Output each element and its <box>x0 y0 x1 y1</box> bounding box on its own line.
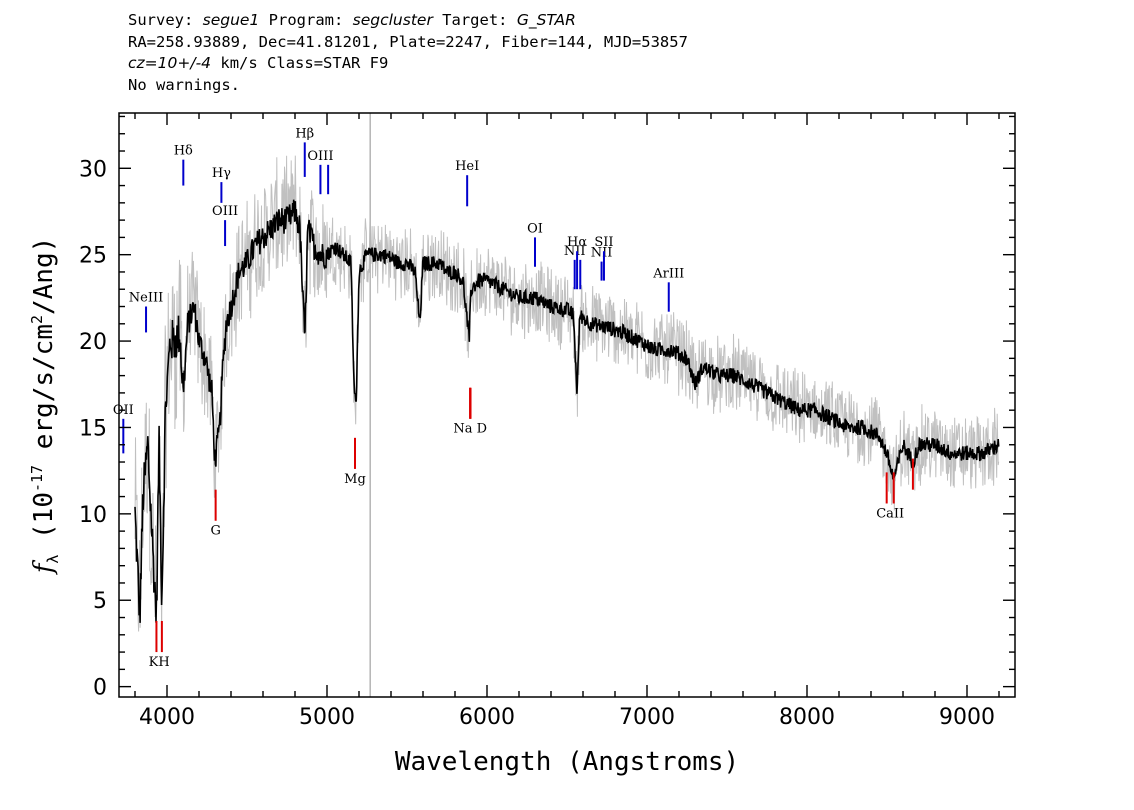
target-value: G_STAR <box>516 11 576 29</box>
emission-line-label: Hδ <box>174 144 193 159</box>
emission-line-label: OIII <box>212 204 238 219</box>
y-tick-label: 5 <box>93 589 107 614</box>
x-tick-label: 4000 <box>139 705 195 730</box>
emission-line-label: OIII <box>307 149 333 164</box>
absorption-line-label: Mg <box>344 472 366 487</box>
y-tick-label: 10 <box>79 503 107 528</box>
spectral-line-markers: OIINeIIIHδHγOIIIHβOIIIHeIOINIIHαNIISIIAr… <box>113 126 914 670</box>
survey-label: Survey: <box>128 11 203 29</box>
y-axis-label-end: /Ang) <box>29 237 59 315</box>
spectrum-header: Survey: segue1 Program: segcluster Targe… <box>128 10 688 96</box>
axis-ticks: 4000 5000 6000 7000 8000 9000 0 5 10 15 20 25 30 <box>79 113 1015 730</box>
absorption-line-label: CaII <box>876 506 904 521</box>
emission-line-label: Hα <box>567 235 587 250</box>
emission-line-label: ArIII <box>652 266 684 281</box>
noise-band <box>134 155 1000 648</box>
absorption-line-label: Na D <box>453 422 487 437</box>
x-tick-label: 7000 <box>619 705 675 730</box>
y-axis-label-sub: λ <box>44 555 62 564</box>
x-tick-label: 9000 <box>939 705 995 730</box>
flux-series <box>134 199 1000 623</box>
header-line-warnings: No warnings. <box>128 75 240 94</box>
emission-line-label: OI <box>527 221 543 236</box>
absorption-line-label: G <box>210 524 220 539</box>
emission-line-label: NeIII <box>129 291 163 306</box>
header-line-redshift: cz=10+/-4 km/s Class=STAR F9 <box>128 53 688 75</box>
y-tick-label: 20 <box>79 330 107 355</box>
emission-line-label: SII <box>594 235 613 250</box>
y-axis-label-main: (10 <box>29 492 59 555</box>
y-tick-label: 0 <box>93 676 107 701</box>
y-tick-label: 30 <box>79 157 107 182</box>
survey-value: segue1 <box>202 11 260 29</box>
noise-line <box>134 155 1000 648</box>
target-label: Target: <box>432 11 517 29</box>
x-tick-label: 5000 <box>299 705 355 730</box>
emission-line-label: Hβ <box>295 126 314 141</box>
header-line-survey: Survey: segue1 Program: segcluster Targe… <box>128 10 688 32</box>
y-tick-label: 15 <box>79 416 107 441</box>
emission-line-label: NII <box>591 246 613 261</box>
x-tick-label: 6000 <box>459 705 515 730</box>
x-tick-label: 8000 <box>779 705 835 730</box>
header-line-coordinates: RA=258.93889, Dec=41.81201, Plate=2247, … <box>128 32 688 51</box>
emission-line-label: HeI <box>455 159 479 174</box>
program-label: Program: <box>259 11 353 29</box>
absorption-line-label: KH <box>149 655 170 670</box>
x-axis-label: Wavelength (Angstroms) <box>395 747 739 777</box>
cz-value: cz=10+/-4 <box>128 54 212 72</box>
y-axis-label-exp2: 2 <box>28 315 46 324</box>
y-tick-label: 25 <box>79 244 107 269</box>
emission-line-label: NII <box>564 244 586 259</box>
emission-line-label: Hγ <box>212 166 231 181</box>
class-text: km/s Class=STAR F9 <box>211 54 389 72</box>
y-axis-label: fλ (10-17 erg/s/cm2/Ang) <box>28 237 62 576</box>
flux-line <box>134 199 1000 623</box>
program-value: segcluster <box>352 11 433 29</box>
y-axis-label-exp: -17 <box>28 465 46 492</box>
plot-frame <box>118 112 1016 698</box>
y-axis-label-rest: erg/s/cm <box>29 324 59 465</box>
